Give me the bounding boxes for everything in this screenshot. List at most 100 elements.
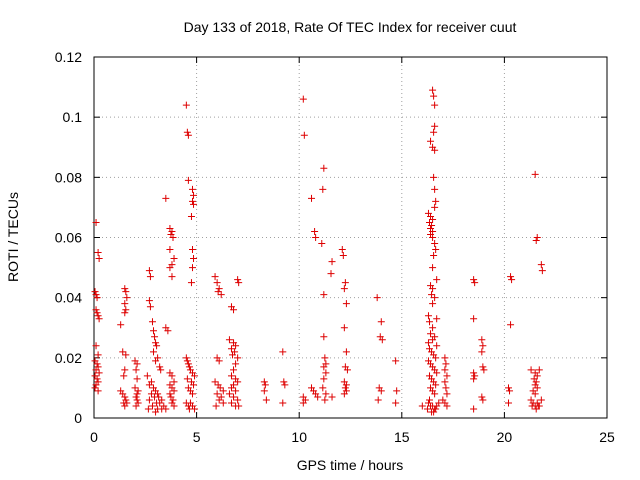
data-point (168, 227, 176, 235)
data-point (148, 318, 156, 326)
data-point (119, 348, 127, 356)
data-point (182, 354, 190, 362)
data-point (190, 191, 198, 199)
data-point (322, 390, 330, 398)
data-point (121, 393, 129, 401)
data-point (478, 348, 486, 356)
data-point (280, 378, 288, 386)
data-point (432, 354, 440, 362)
data-point (322, 369, 330, 377)
data-point (190, 255, 198, 263)
data-point (319, 185, 327, 193)
data-point (312, 234, 320, 241)
data-point (213, 390, 221, 398)
data-point (230, 393, 238, 401)
data-point (429, 264, 437, 272)
data-points (91, 86, 546, 416)
data-point (430, 128, 438, 136)
x-tick-label: 25 (599, 429, 615, 445)
data-point (300, 131, 308, 139)
data-point (531, 170, 539, 178)
data-point (91, 288, 99, 296)
data-point (190, 381, 198, 389)
data-point (168, 372, 176, 380)
data-point (299, 95, 307, 103)
y-tick-label: 0.06 (55, 230, 82, 246)
data-point (429, 336, 437, 344)
data-point (423, 405, 431, 413)
data-point (234, 354, 242, 362)
data-point (339, 252, 347, 260)
data-point (217, 291, 225, 299)
data-point (279, 399, 287, 407)
data-point (471, 279, 479, 287)
data-point (170, 402, 178, 410)
data-point (377, 387, 385, 395)
data-point (432, 405, 440, 413)
data-point (441, 378, 449, 386)
data-point (443, 390, 451, 398)
data-point (215, 396, 223, 404)
data-point (183, 375, 191, 383)
data-point (182, 101, 190, 109)
data-point (426, 318, 434, 326)
data-point (234, 378, 242, 386)
data-point (431, 294, 439, 302)
data-point (117, 321, 125, 329)
data-point (318, 240, 326, 248)
data-point (92, 366, 100, 374)
data-point (260, 387, 268, 395)
data-point (156, 399, 164, 407)
chart-title: Day 133 of 2018, Rate Of TEC Index for r… (184, 19, 517, 35)
data-point (281, 381, 289, 389)
data-point (320, 291, 328, 299)
data-point (123, 294, 131, 302)
data-point (232, 342, 240, 350)
data-point (528, 402, 536, 410)
data-point (433, 276, 441, 284)
data-point (320, 375, 328, 383)
data-point (532, 378, 540, 386)
data-point (442, 384, 450, 392)
data-point (261, 381, 269, 389)
data-point (418, 402, 426, 410)
data-point (144, 405, 152, 413)
data-point (479, 363, 487, 371)
data-point (235, 402, 243, 410)
data-point (470, 375, 478, 383)
data-point (424, 339, 432, 347)
data-point (534, 402, 542, 410)
data-point (213, 279, 221, 287)
data-point (392, 399, 400, 407)
data-point (183, 357, 191, 365)
data-point (230, 366, 238, 374)
data-point (188, 185, 196, 193)
data-point (424, 312, 432, 320)
data-point (95, 255, 103, 263)
data-point (430, 173, 438, 181)
data-point (143, 372, 151, 380)
data-point (506, 387, 514, 395)
data-point (121, 300, 129, 308)
data-point (377, 318, 385, 326)
data-point (164, 327, 172, 335)
y-tick-label: 0.04 (55, 290, 82, 306)
data-point (428, 221, 436, 229)
data-point (443, 372, 451, 380)
data-point (145, 297, 153, 305)
data-point (166, 264, 174, 272)
data-point (93, 375, 101, 383)
data-point (191, 372, 199, 380)
x-tick-label: 20 (497, 429, 513, 445)
data-point (170, 378, 178, 386)
data-point (431, 101, 439, 109)
data-point (132, 393, 140, 401)
data-point (225, 390, 233, 398)
y-tick-label: 0.02 (55, 350, 82, 366)
data-point (225, 336, 233, 344)
data-point (188, 197, 196, 205)
data-point (93, 294, 101, 302)
data-point (527, 366, 535, 374)
x-axis-label: GPS time / hours (297, 457, 404, 473)
